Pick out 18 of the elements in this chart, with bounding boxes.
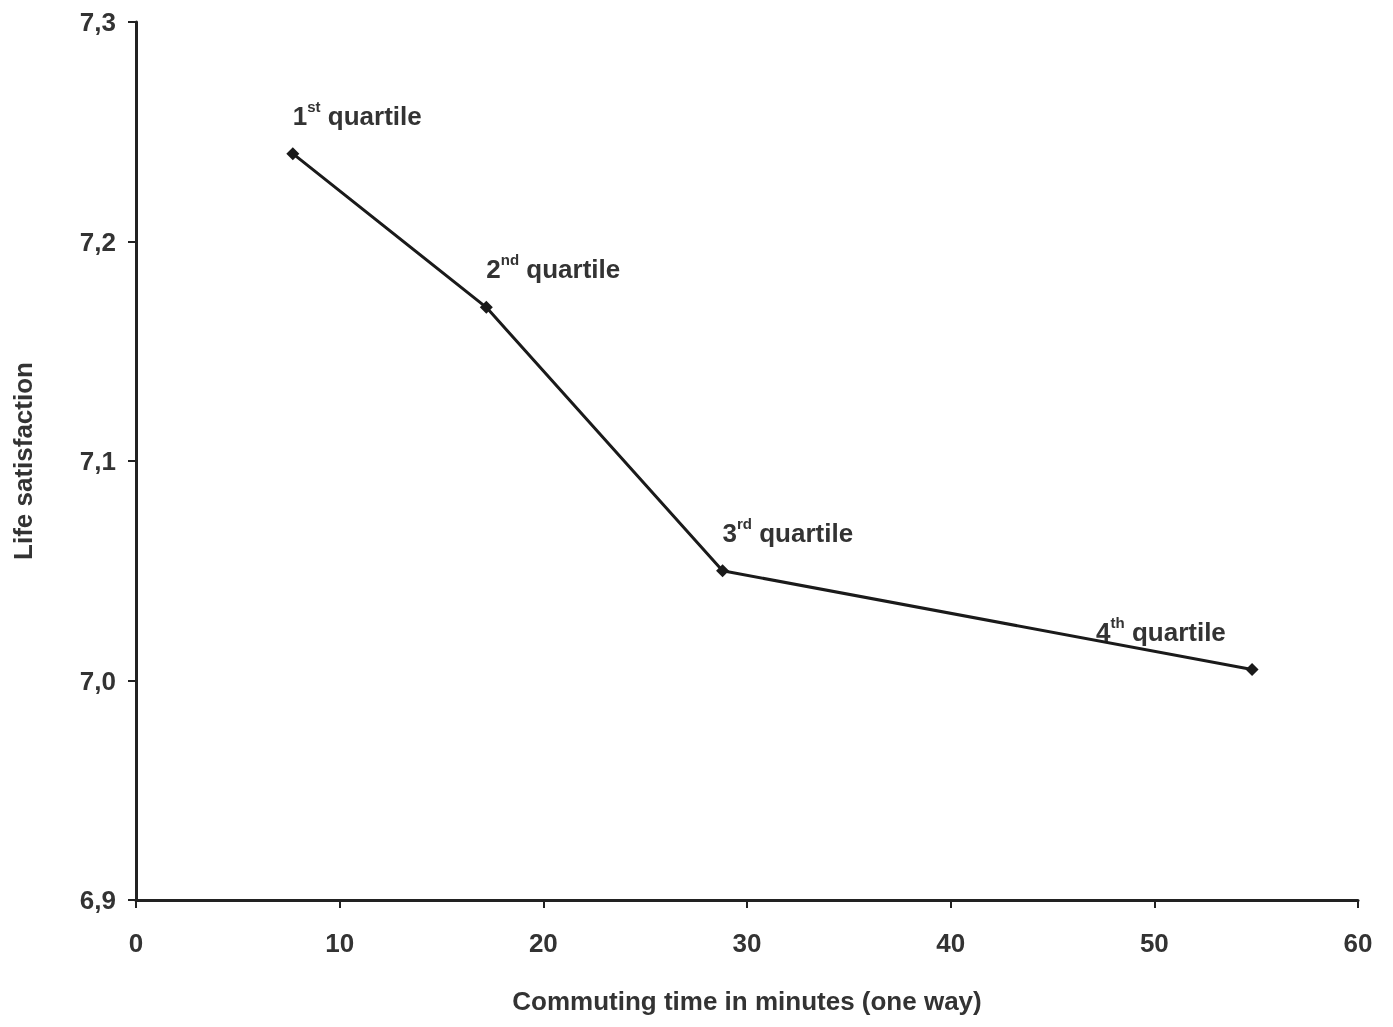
- point: [479, 300, 493, 314]
- x-tick-label: 60: [1343, 928, 1373, 958]
- x-tick-label: 0: [128, 928, 144, 958]
- x-tick-label: 50: [1139, 928, 1169, 958]
- x-tick-label: 10: [325, 928, 355, 958]
- y-axis-title: Life satisfaction: [8, 362, 38, 560]
- y-tick-label: 7,2: [79, 226, 116, 257]
- point: [286, 147, 300, 161]
- point: [716, 564, 730, 578]
- x-tick-label: 40: [936, 928, 966, 958]
- x-tick-label: 20: [528, 928, 558, 958]
- y-tick-label: 6,9: [79, 885, 116, 915]
- x-tick-label: 30: [732, 928, 762, 958]
- point: [1245, 663, 1259, 677]
- y-tick-label: 7,1: [79, 446, 116, 476]
- y-tick-label: 7,3: [79, 7, 116, 37]
- x-axis-title: Commuting time in minutes (one way): [512, 986, 982, 1016]
- y-tick-label: 7,0: [79, 665, 116, 696]
